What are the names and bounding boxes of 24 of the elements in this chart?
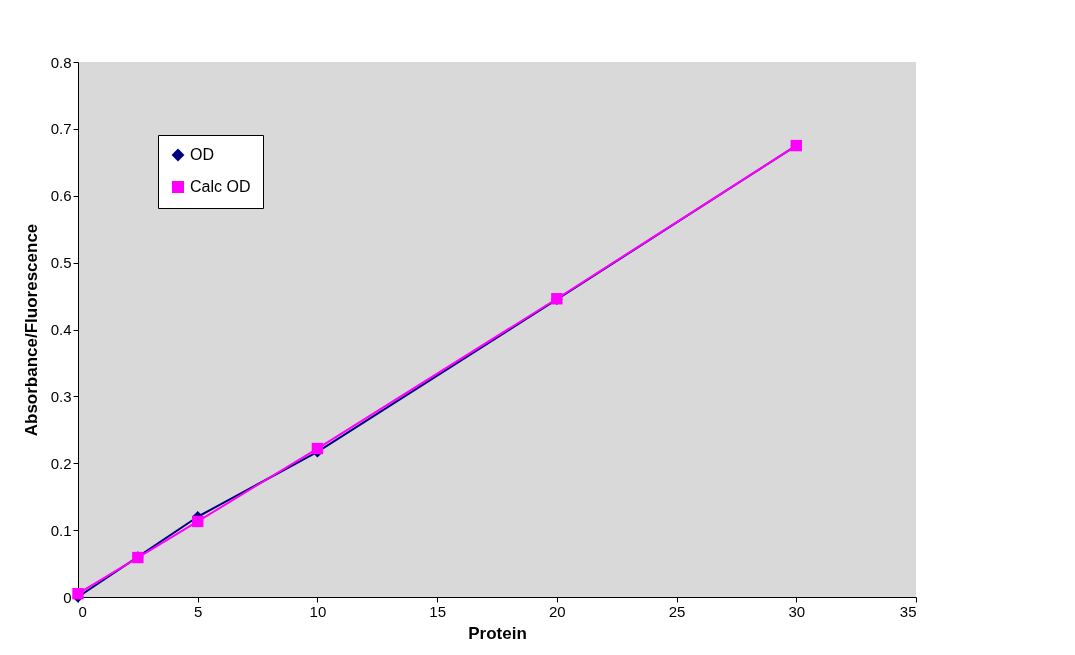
y-tick-label: 0.2 [50, 454, 72, 472]
point [192, 515, 204, 528]
x-tick-label: 5 [194, 602, 203, 620]
x-tick-label: 25 [668, 602, 686, 620]
y-tick-label: 0 [63, 588, 72, 606]
y-axis-title: Absorbance/Fluorescence [21, 223, 41, 437]
y-tick-label: 0.5 [50, 254, 72, 272]
x-tick-label: 10 [309, 602, 327, 620]
legend-label: OD [190, 146, 214, 163]
y-tick-label: 0.1 [50, 521, 72, 539]
y-tick-label: 0.3 [50, 387, 72, 405]
y-tick-label: 0.7 [50, 120, 72, 138]
x-tick-label: 30 [788, 602, 806, 620]
x-axis-title: Protein [468, 623, 527, 643]
x-tick-label: 35 [899, 602, 917, 620]
x-tick-label: 20 [549, 602, 566, 620]
y-tick-label: 0.8 [50, 53, 72, 71]
x-tick-label: 15 [429, 602, 446, 620]
legend-label: Calc OD [190, 178, 251, 195]
point [72, 587, 84, 600]
y-tick-label: 0.6 [50, 187, 72, 205]
point [311, 442, 324, 455]
x-tick-label: 0 [78, 602, 87, 620]
y-tick-label: 0.4 [50, 321, 72, 338]
